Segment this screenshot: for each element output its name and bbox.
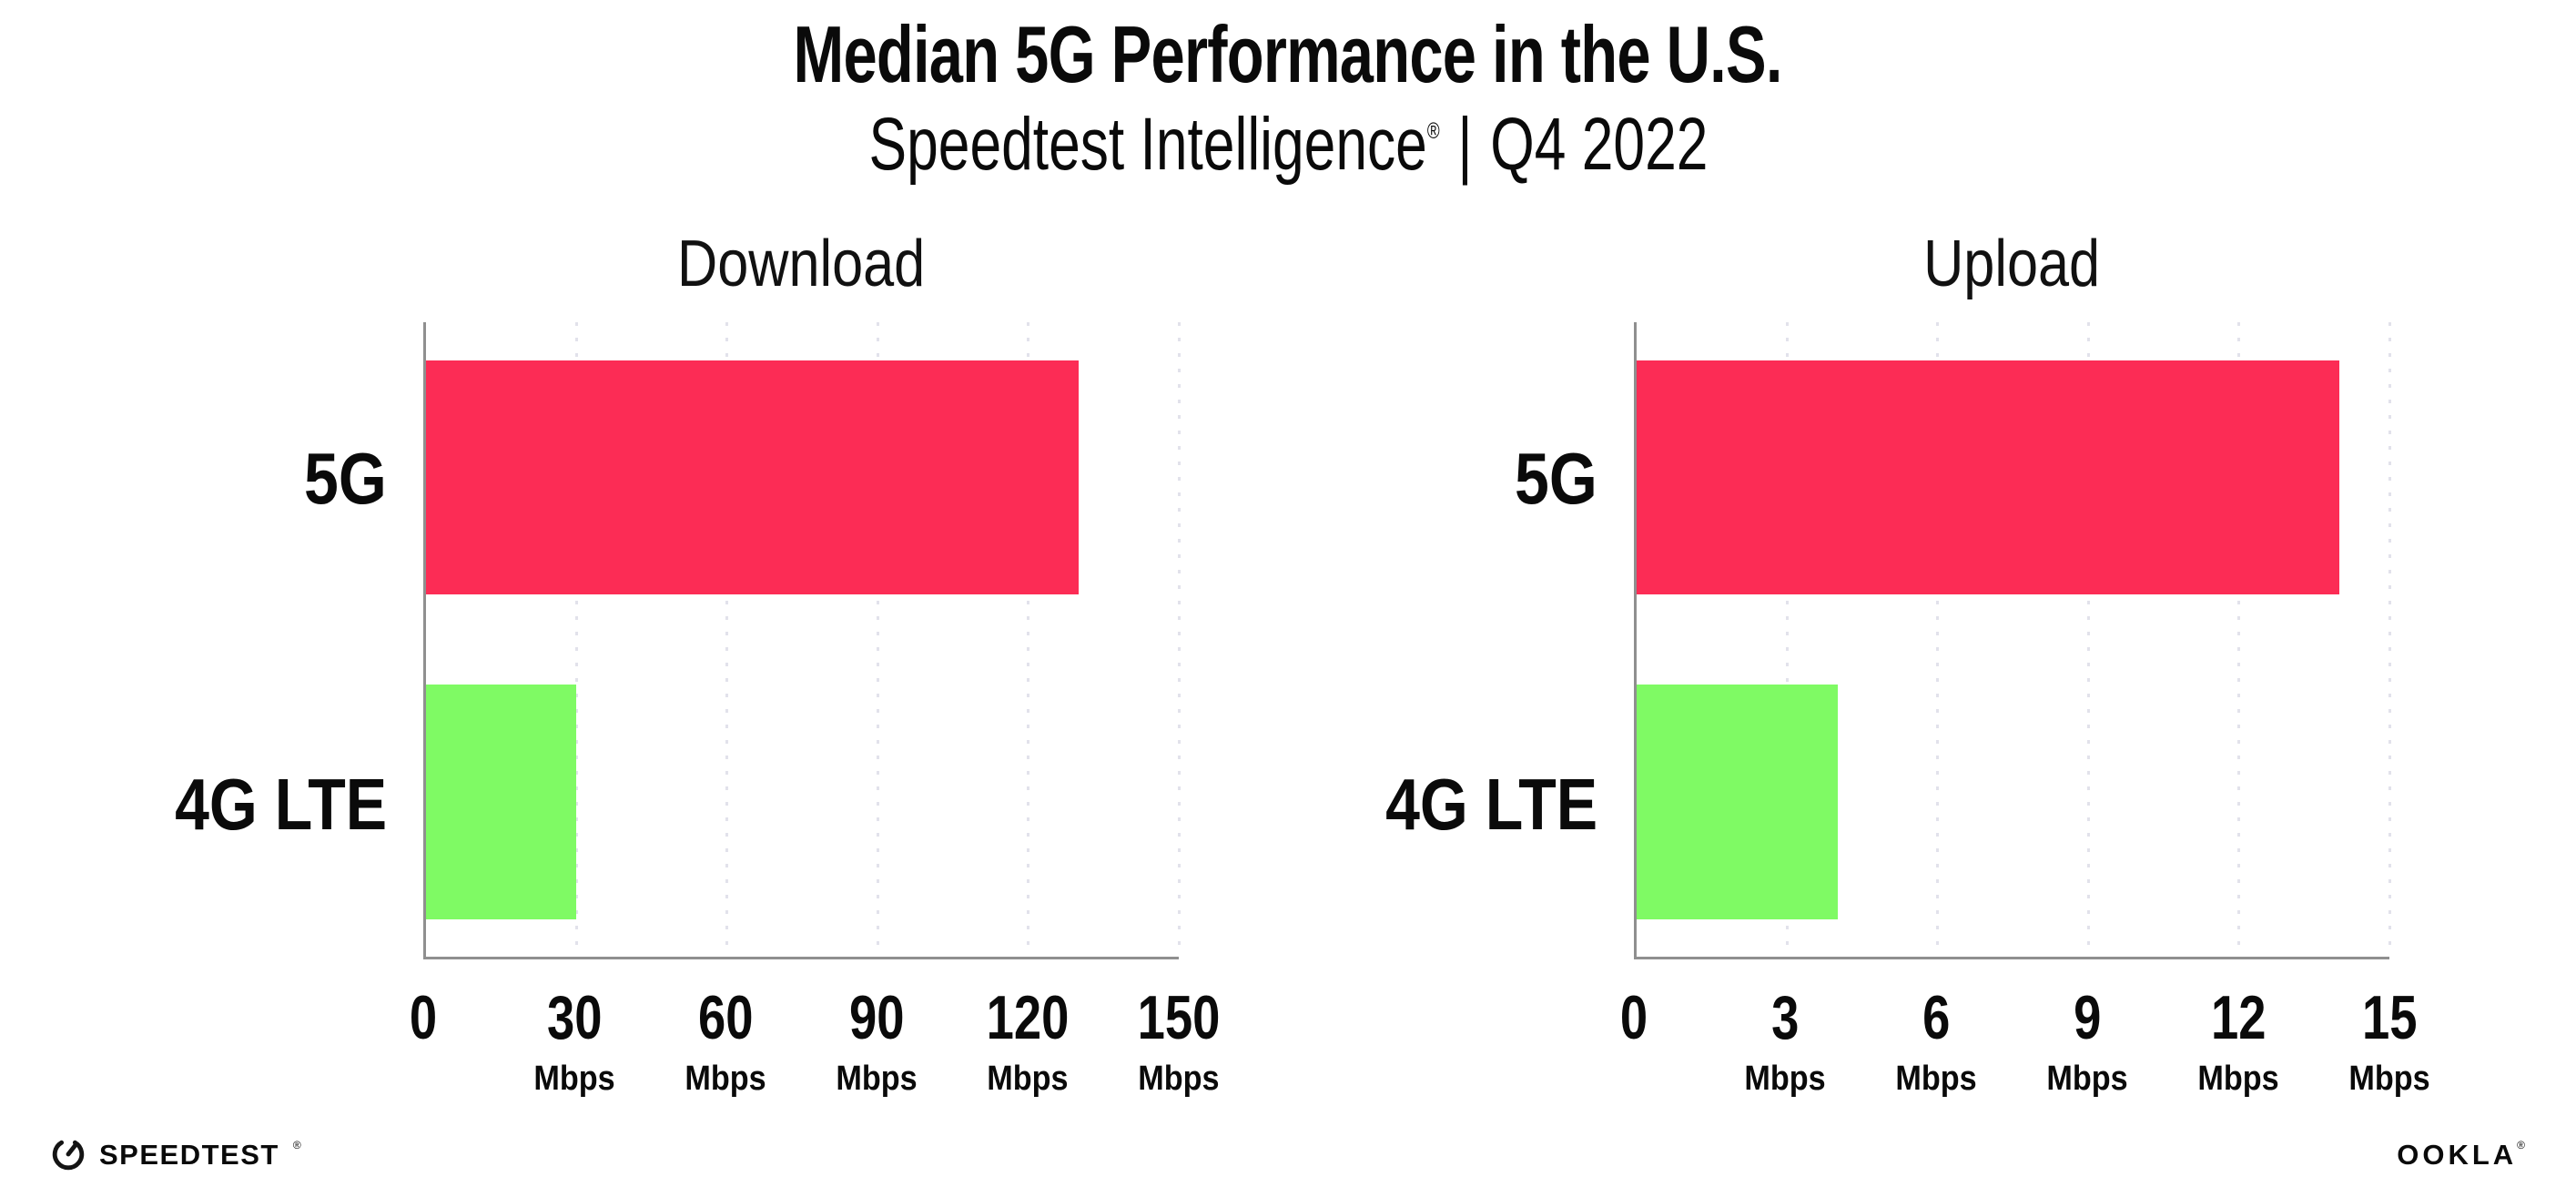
- x-tick-12: 12 Mbps: [2197, 983, 2279, 1099]
- gridline-30: [574, 322, 578, 958]
- x-tick-6: 6 Mbps: [1895, 983, 1977, 1099]
- category-label-5g: 5G: [1515, 437, 1597, 519]
- speedtest-gauge-icon: [52, 1140, 85, 1171]
- x-tick-120: 120 Mbps: [986, 983, 1070, 1099]
- bar-5g: [426, 360, 1079, 595]
- category-label-4g-lte: 4G LTE: [175, 763, 387, 845]
- gridline-12: [2237, 322, 2241, 958]
- speedtest-trademark: ®: [292, 1139, 301, 1151]
- subtitle-separator: |: [1456, 103, 1473, 187]
- download-chart: Download 5G 4G LTE 0 30 Mbps 60 Mbps 90 Mbps 120…: [175, 231, 1221, 1114]
- x-tick-90: 90 Mbps: [836, 983, 918, 1099]
- upload-chart: Upload 5G 4G LTE 0 3 Mbps 6 Mbps 9 Mbps 12 Mbps 15…: [1385, 231, 2430, 1114]
- page-title: Median 5G Performance in the U.S.: [0, 9, 2576, 99]
- gridline-60: [725, 322, 729, 958]
- upload-category-labels: 5G 4G LTE: [1385, 322, 1634, 959]
- upload-x-axis: 0 3 Mbps 6 Mbps 9 Mbps 12 Mbps 15 Mbps: [1620, 959, 2430, 1114]
- charts-row: Download 5G 4G LTE 0 30 Mbps 60 Mbps 90 Mbps 120…: [0, 231, 2576, 1114]
- x-tick-60: 60 Mbps: [685, 983, 766, 1099]
- ookla-logo: OOKLA®: [2397, 1138, 2525, 1171]
- ookla-logo-text: OOKLA: [2397, 1138, 2518, 1171]
- upload-plot-area: [1634, 322, 2391, 960]
- x-tick-9: 9 Mbps: [2046, 983, 2128, 1099]
- download-plot-area: [423, 322, 1181, 960]
- gridline-150: [1177, 322, 1181, 958]
- page-subtitle-text: Speedtest Intelligence® | Q4 2022: [868, 106, 1708, 184]
- x-tick-15: 15 Mbps: [2348, 983, 2430, 1099]
- bar-5g: [1637, 360, 2339, 595]
- footer: SPEEDTEST ® OOKLA®: [0, 1137, 2576, 1197]
- upload-chart-title: Upload: [1634, 231, 2389, 297]
- download-x-axis: 0 30 Mbps 60 Mbps 90 Mbps 120 Mbps 150 Mbps: [410, 959, 1221, 1114]
- gridline-120: [1027, 322, 1030, 958]
- bar-4g-lte: [426, 685, 577, 919]
- registered-mark: ®: [1426, 118, 1440, 144]
- speedtest-logo: SPEEDTEST ®: [51, 1137, 301, 1172]
- x-tick-0: 0: [409, 983, 438, 1053]
- gridline-15: [2388, 322, 2391, 958]
- x-tick-0: 0: [1619, 983, 1648, 1053]
- subtitle-brand: Speedtest Intelligence: [868, 103, 1427, 187]
- speedtest-logo-text: SPEEDTEST: [99, 1138, 279, 1171]
- header: Median 5G Performance in the U.S. Speedt…: [0, 9, 2576, 184]
- ookla-registered-mark: ®: [2517, 1139, 2525, 1152]
- category-label-4g-lte: 4G LTE: [1385, 763, 1597, 845]
- gridline-9: [2086, 322, 2090, 958]
- x-tick-150: 150 Mbps: [1137, 983, 1221, 1099]
- page-title-text: Median 5G Performance in the U.S.: [793, 9, 1783, 99]
- bar-4g-lte: [1637, 685, 1838, 919]
- subtitle-period: Q4 2022: [1489, 103, 1708, 187]
- page-subtitle: Speedtest Intelligence® | Q4 2022: [0, 106, 2576, 184]
- gridline-6: [1936, 322, 1940, 958]
- download-chart-title-text: Download: [676, 228, 926, 301]
- download-chart-title: Download: [423, 231, 1179, 297]
- category-label-5g: 5G: [304, 437, 387, 519]
- gridline-3: [1785, 322, 1789, 958]
- x-tick-3: 3 Mbps: [1744, 983, 1826, 1099]
- gridline-90: [876, 322, 879, 958]
- x-tick-30: 30 Mbps: [533, 983, 615, 1099]
- download-category-labels: 5G 4G LTE: [175, 322, 423, 959]
- upload-chart-title-text: Upload: [1923, 228, 2100, 301]
